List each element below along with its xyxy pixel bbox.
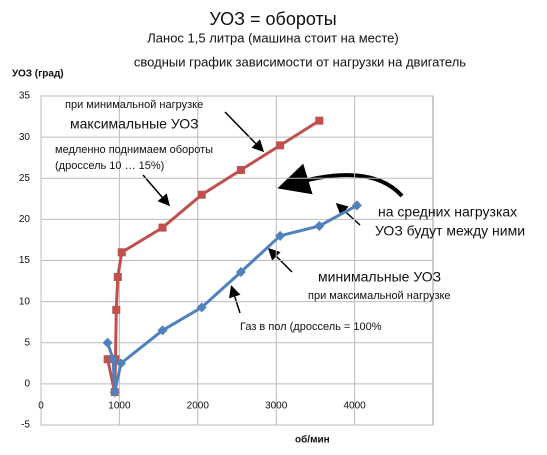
data-point <box>236 166 245 175</box>
data-point <box>117 248 126 257</box>
annotation: на средних нагрузках <box>378 204 517 220</box>
annotation: УОЗ будут между ними <box>375 223 525 239</box>
y-tick-label: -5 <box>21 420 30 431</box>
data-point <box>102 337 113 348</box>
data-point <box>112 305 121 314</box>
x-tick-label: 0 <box>38 401 44 412</box>
chart-description: сводныи график зависимости от нагрузки н… <box>134 54 466 69</box>
data-point <box>315 116 324 125</box>
y-axis-label: УОЗ (град) <box>12 69 64 80</box>
series-line <box>106 204 358 393</box>
annotation: Газ в пол (дроссель = 100% <box>240 321 382 333</box>
chart-title: УОЗ = обороты <box>209 9 336 29</box>
data-point <box>115 358 126 369</box>
arrow <box>335 202 361 226</box>
data-point <box>103 355 112 364</box>
annotation: максимальные УОЗ <box>70 116 199 132</box>
arrows <box>142 111 404 314</box>
y-tick-label: 35 <box>19 91 31 102</box>
annotation: при максимальной нагрузке <box>308 290 451 302</box>
x-tick-label: 2000 <box>187 401 210 412</box>
y-tick-label: 0 <box>24 379 30 390</box>
data-point <box>197 190 206 199</box>
x-tick-label: 4000 <box>343 401 366 412</box>
data-point <box>276 141 285 150</box>
data-point <box>113 272 122 281</box>
data-point <box>109 387 120 398</box>
data-point <box>108 354 119 365</box>
data-point <box>275 230 286 241</box>
data-point <box>314 220 325 231</box>
y-tick-label: 15 <box>19 255 31 266</box>
data-point <box>158 223 167 232</box>
arrow <box>277 163 404 198</box>
annotation: (дроссель 10 … 15%) <box>55 160 164 172</box>
y-tick-label: 20 <box>19 214 31 225</box>
data-point <box>196 302 207 313</box>
x-axis-label: об/мин <box>295 434 330 446</box>
y-tick-label: 30 <box>19 132 31 143</box>
y-tick-label: 10 <box>19 296 31 307</box>
arrow <box>224 111 265 153</box>
annotation: медленно поднимаем обороты <box>55 144 213 156</box>
x-tick-label: 3000 <box>265 401 288 412</box>
data-point <box>235 267 246 278</box>
chart-subtitle: Ланос 1,5 литра (машина стоит на месте) <box>147 30 398 45</box>
annotation: при минимальной нагрузке <box>65 99 203 111</box>
arrow <box>142 174 170 207</box>
y-tick-label: 5 <box>24 337 30 348</box>
y-tick-label: 25 <box>19 173 31 184</box>
data-point <box>351 200 362 211</box>
arrow <box>229 285 241 314</box>
data-point <box>157 325 168 336</box>
x-tick-label: 1000 <box>108 401 131 412</box>
annotation: минимальные УОЗ <box>318 269 441 285</box>
